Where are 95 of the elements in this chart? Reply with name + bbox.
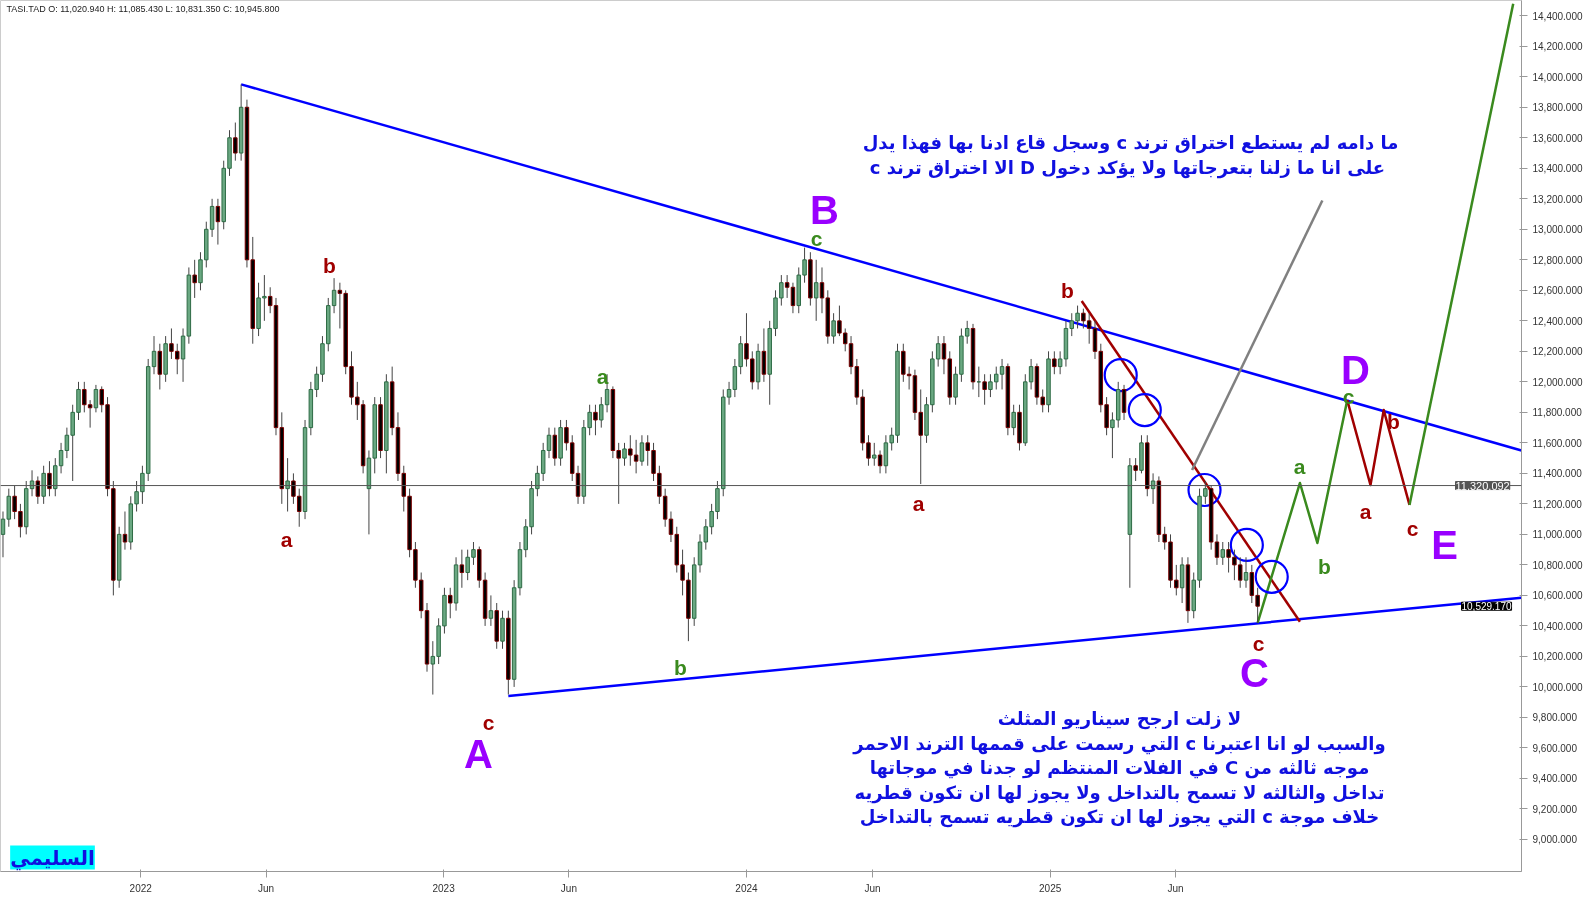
candlestick xyxy=(500,610,505,650)
annotation: a xyxy=(280,528,293,551)
candlestick xyxy=(988,373,993,398)
candlestick xyxy=(488,594,494,627)
annotation: السليمي xyxy=(10,845,95,871)
candlestick xyxy=(593,404,598,436)
candlestick xyxy=(157,343,163,390)
y-tick-label: 13,400.000 xyxy=(1532,163,1583,175)
candlestick xyxy=(872,442,877,467)
candlestick xyxy=(784,274,790,299)
y-tick-label: 9,800.000 xyxy=(1532,712,1578,724)
candlestick xyxy=(448,587,453,619)
candlestick xyxy=(982,373,987,406)
candlestick xyxy=(552,427,558,467)
annotation: c xyxy=(1406,517,1419,540)
candlestick xyxy=(122,511,128,551)
y-tick-label: 14,000.000 xyxy=(1532,71,1583,83)
candlestick xyxy=(831,312,836,345)
candlestick xyxy=(599,396,604,429)
y-tick-label: 9,200.000 xyxy=(1532,803,1578,815)
candlestick xyxy=(35,475,41,505)
candlestick xyxy=(622,442,627,467)
annotation: a xyxy=(1293,455,1306,478)
y-tick-label: 13,800.000 xyxy=(1532,102,1583,114)
y-tick-label: 12,600.000 xyxy=(1532,285,1583,297)
y-tick-label: 10,800.000 xyxy=(1532,559,1583,571)
candlestick xyxy=(1220,541,1226,566)
point xyxy=(1127,393,1162,428)
y-tick-label: 14,200.000 xyxy=(1532,41,1583,53)
y-tick-label: 13,200.000 xyxy=(1532,193,1583,205)
annotation: c xyxy=(482,711,495,734)
x-tick-label: Jun xyxy=(560,882,577,894)
candlestick xyxy=(1121,384,1127,421)
y-tick-label: 11,600.000 xyxy=(1532,437,1583,449)
candlestick xyxy=(761,327,767,383)
candlestick xyxy=(1243,556,1249,589)
candlestick xyxy=(639,434,645,467)
y-tick-label: 11,800.000 xyxy=(1532,407,1583,419)
candlestick xyxy=(233,122,238,162)
annotation: b xyxy=(674,656,687,679)
y-tick-label: 11,400.000 xyxy=(1532,468,1583,480)
candlestick xyxy=(813,259,819,322)
candlestick xyxy=(192,259,197,299)
x-tick-label: Jun xyxy=(864,882,881,894)
annotation: b xyxy=(1061,279,1074,302)
candlestick xyxy=(1011,404,1016,436)
y-tick-label: 10,200.000 xyxy=(1532,651,1583,663)
annotation: b xyxy=(1318,555,1331,578)
y-tick-label: 9,000.000 xyxy=(1532,834,1578,846)
annotation: ما دامه لم يستطع اختراق ترند c وسجل قاع ادنا بها فهذا يدل على انا ما زلنا بتعرجاتها ولا يؤكد دخول D الا اختراق ترند c xyxy=(862,132,1399,179)
candlestick xyxy=(47,460,52,497)
point xyxy=(1103,358,1138,393)
x-tick-label: 2025 xyxy=(1039,882,1062,894)
y-tick-label: 9,400.000 xyxy=(1532,773,1578,785)
y-tick-label: 10,600.000 xyxy=(1532,590,1583,602)
ref-line-label: 11,320.092 xyxy=(1455,479,1510,492)
point xyxy=(1254,559,1289,594)
y-tick-label: 12,400.000 xyxy=(1532,315,1583,327)
candlestick xyxy=(901,343,906,383)
candlestick xyxy=(53,457,58,497)
annotation: a xyxy=(596,365,609,388)
annotation: b xyxy=(323,254,336,277)
y-tick-label: 9,600.000 xyxy=(1532,742,1578,754)
annotation: D xyxy=(1341,347,1370,392)
x-tick-label: Jun xyxy=(257,882,275,894)
candlestick xyxy=(1052,350,1057,375)
x-tick-label: Jun xyxy=(1167,882,1184,894)
x-tick-label: 2024 xyxy=(735,882,759,894)
annotation: A xyxy=(464,731,493,776)
chart-title: TASI.TAD O: 11,020.940 H: 11,085.430 L: 10,831.350 C: 10,945.800 xyxy=(6,3,280,14)
x-tick-label: 2023 xyxy=(432,882,456,894)
annotation: 10,529.170 xyxy=(1461,601,1512,613)
y-tick-label: 11,000.000 xyxy=(1532,529,1583,541)
annotation: لا زلت ارجح سيناريو المثلث والسبب لو انا اعتبرنا c التي رسمت على قممها الترند الاحمر موجه ثالثه من C في الفلات المنتظم لو جدنا في موجاتها تداخل والثالثه لا تسمح بالتداخل ولا يجوز لها ان تكون قطريه خلاف موجة c التي يجوز لها ان تكون قطريه تسمح بالتداخل xyxy=(852,708,1386,828)
point xyxy=(1229,527,1264,562)
y-tick-label: 14,400.000 xyxy=(1532,10,1583,22)
y-tick-label: 12,000.000 xyxy=(1532,376,1583,388)
annotation: a xyxy=(912,492,925,515)
x-tick-label: 2022 xyxy=(129,882,153,894)
candlestick xyxy=(877,449,883,474)
annotation: E xyxy=(1431,522,1458,567)
y-tick-label: 10,000.000 xyxy=(1532,681,1583,693)
y-tick-label: 13,000.000 xyxy=(1532,224,1583,236)
y-tick-label: 12,200.000 xyxy=(1532,346,1583,358)
point xyxy=(1187,472,1222,508)
y-tick-label: 13,600.000 xyxy=(1532,132,1583,144)
candlestick xyxy=(459,549,465,589)
y-tick-label: 11,200.000 xyxy=(1532,498,1583,510)
annotation: a xyxy=(1359,500,1372,523)
candlestick xyxy=(1179,556,1185,604)
y-tick-label: 12,800.000 xyxy=(1532,254,1583,266)
candlestick xyxy=(1133,457,1138,482)
candlestick xyxy=(41,465,46,505)
candlestick xyxy=(285,457,290,513)
y-tick-label: 10,400.000 xyxy=(1532,620,1583,632)
